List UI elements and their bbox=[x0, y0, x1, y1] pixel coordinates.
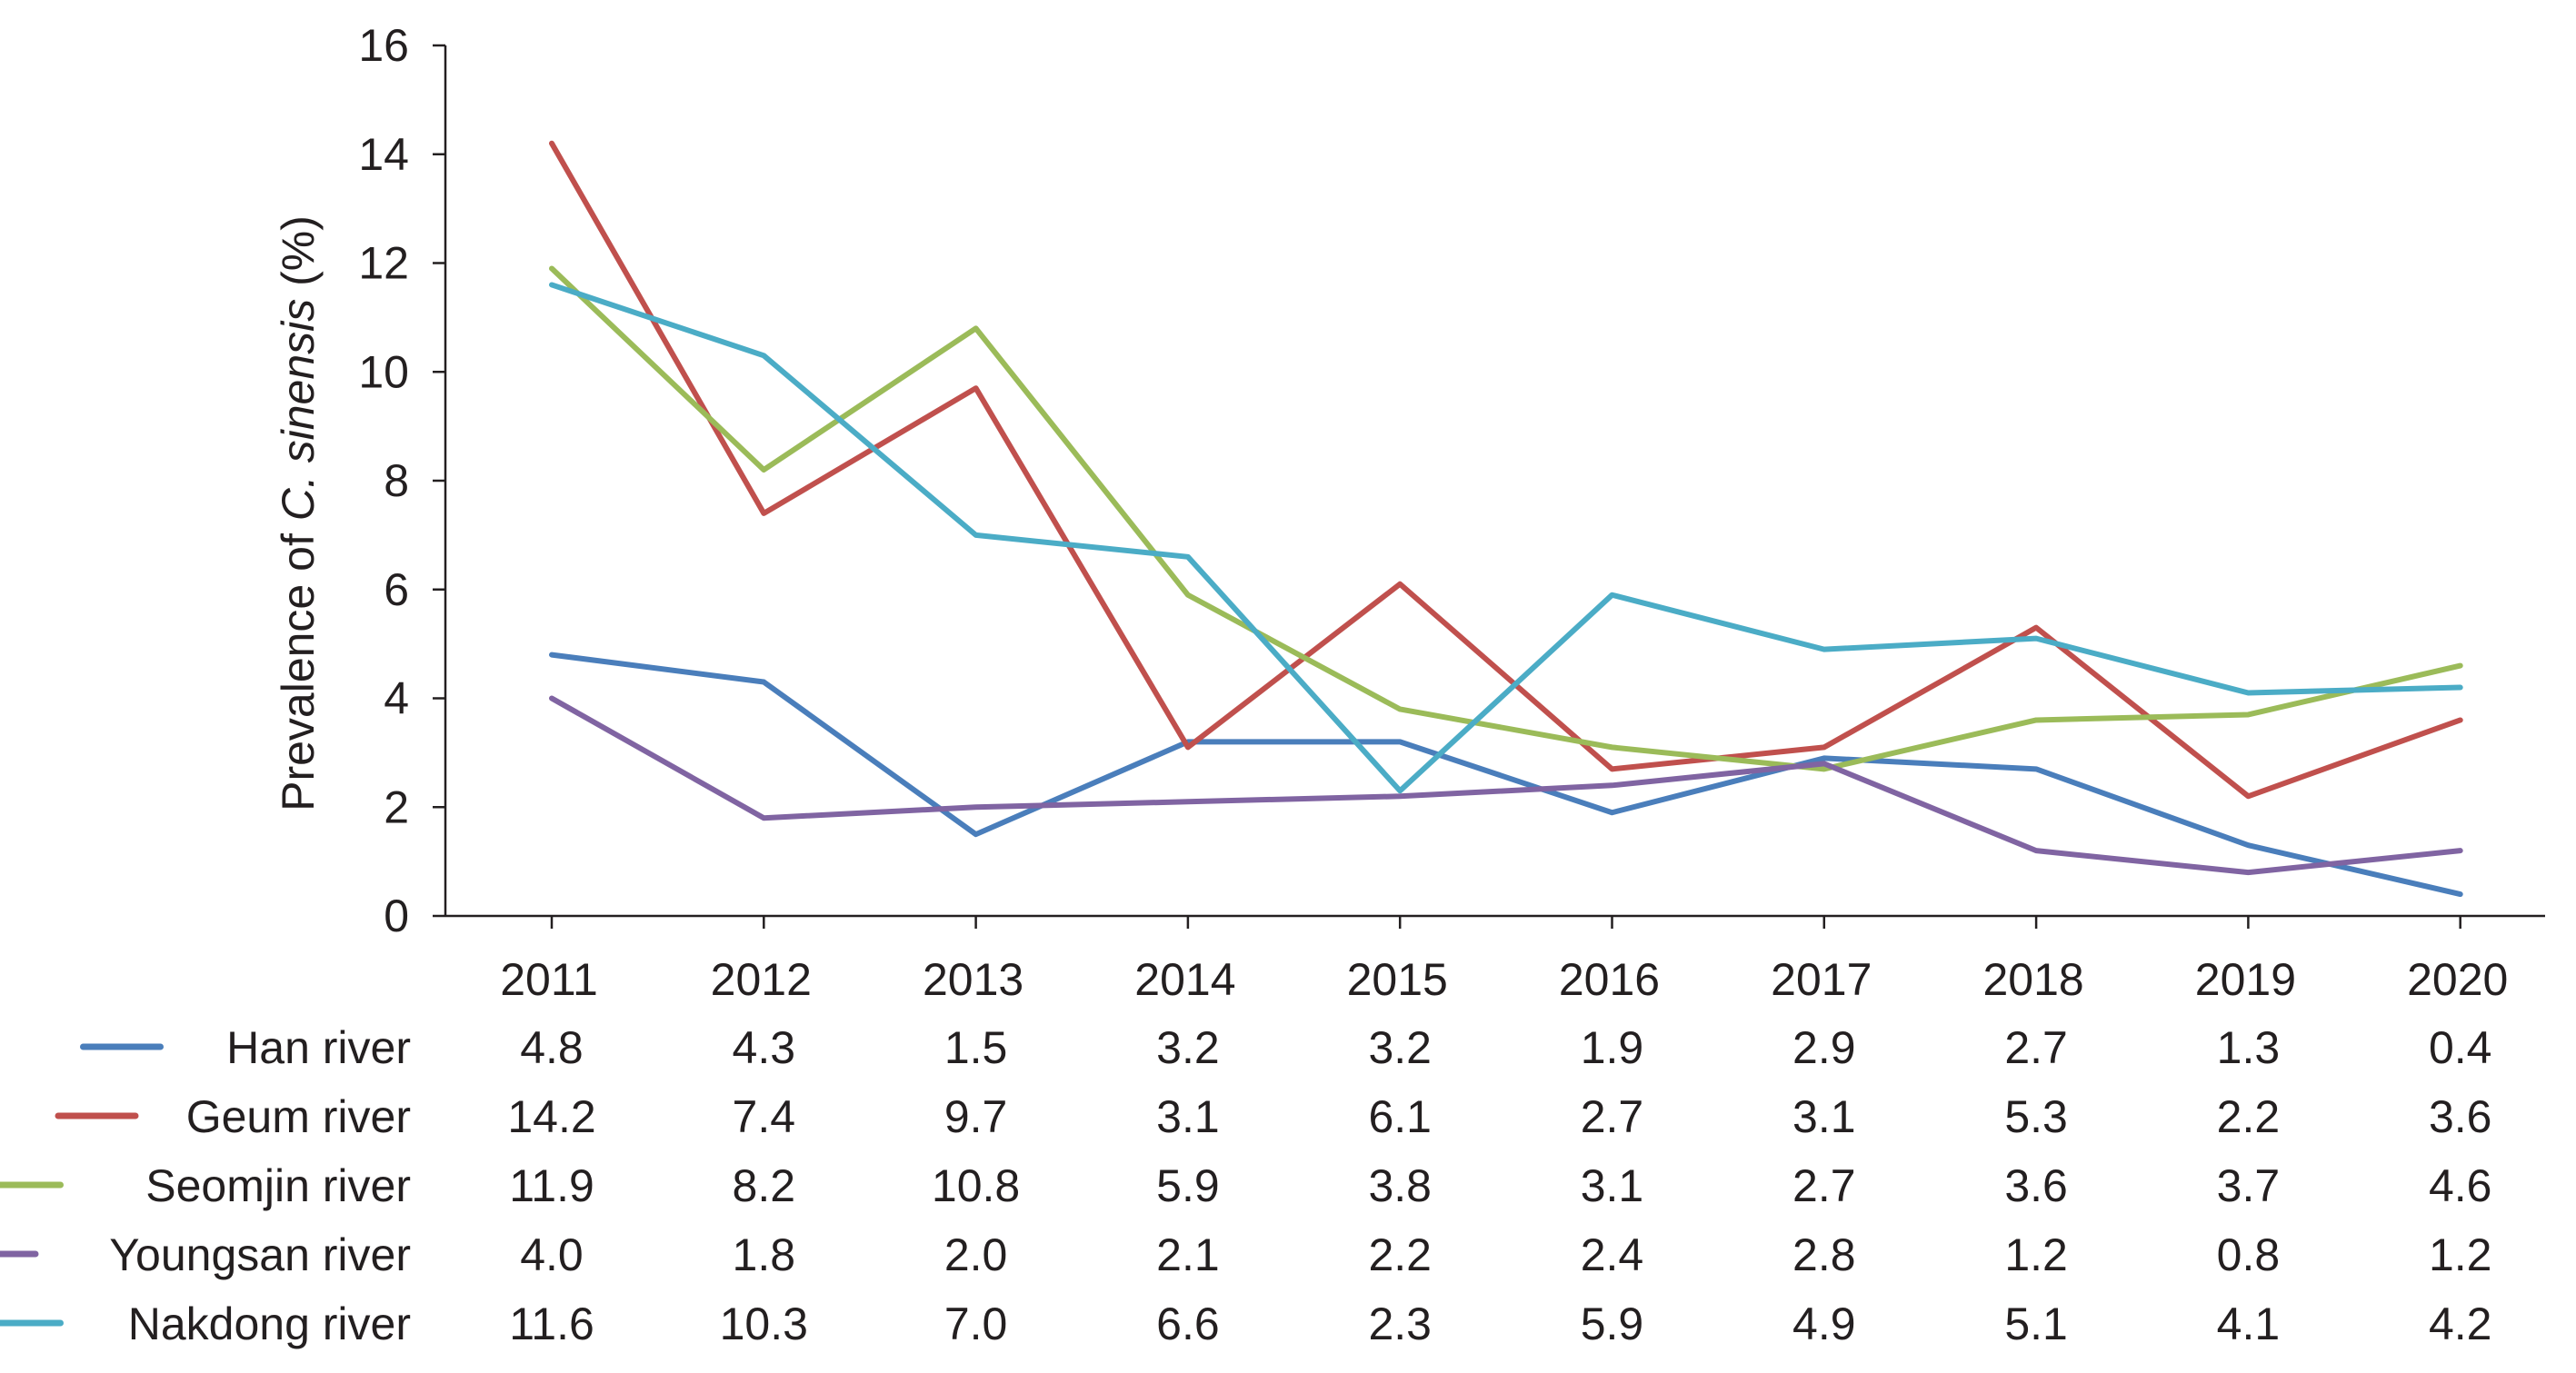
data-label: 4.0 bbox=[520, 1229, 584, 1280]
data-label: 2.2 bbox=[2217, 1091, 2281, 1142]
y-tick-label: 2 bbox=[384, 781, 409, 832]
y-tick-label: 4 bbox=[384, 673, 409, 724]
x-tick-label: 2014 bbox=[1134, 954, 1235, 1005]
x-tick-label: 2018 bbox=[1982, 954, 2083, 1005]
data-label: 4.6 bbox=[2429, 1160, 2492, 1211]
data-label: 7.0 bbox=[944, 1298, 1008, 1349]
y-tick-label: 10 bbox=[358, 346, 409, 397]
data-label: 1.3 bbox=[2217, 1022, 2281, 1073]
legend-label-4: Youngsan river bbox=[109, 1229, 411, 1280]
series-line-1 bbox=[549, 652, 2463, 898]
data-label: 2.7 bbox=[2004, 1022, 2068, 1073]
data-label: 6.6 bbox=[1156, 1298, 1220, 1349]
data-label: 5.3 bbox=[2004, 1091, 2068, 1142]
data-label: 4.1 bbox=[2217, 1298, 2281, 1349]
data-label: 5.1 bbox=[2004, 1298, 2068, 1349]
series-line-5 bbox=[549, 282, 2463, 794]
data-label: 4.3 bbox=[733, 1022, 796, 1073]
y-tick-label: 16 bbox=[358, 20, 409, 71]
data-label: 3.6 bbox=[2429, 1091, 2492, 1142]
data-label: 4.9 bbox=[1792, 1298, 1856, 1349]
data-label: 2.9 bbox=[1792, 1022, 1856, 1073]
data-label: 2.3 bbox=[1368, 1298, 1432, 1349]
data-label: 3.2 bbox=[1368, 1022, 1432, 1073]
x-tick-label: 2011 bbox=[500, 954, 598, 1005]
data-label: 9.7 bbox=[944, 1091, 1008, 1142]
y-axis-label-suffix: (%) bbox=[273, 215, 324, 299]
data-label: 1.2 bbox=[2004, 1229, 2068, 1280]
data-label: 7.4 bbox=[733, 1091, 796, 1142]
x-tick-label: 2015 bbox=[1347, 954, 1448, 1005]
data-label: 2.2 bbox=[1368, 1229, 1432, 1280]
data-label: 2.0 bbox=[944, 1229, 1008, 1280]
data-label: 3.1 bbox=[1581, 1160, 1644, 1211]
y-tick-label: 8 bbox=[384, 455, 409, 506]
series-line-3 bbox=[549, 265, 2463, 772]
data-label: 2.8 bbox=[1792, 1229, 1856, 1280]
x-tick-label: 2019 bbox=[2195, 954, 2296, 1005]
data-label: 11.6 bbox=[509, 1298, 594, 1349]
data-label: 0.4 bbox=[2429, 1022, 2492, 1073]
x-tick-label: 2016 bbox=[1559, 954, 1660, 1005]
y-tick-label: 14 bbox=[358, 129, 409, 180]
data-label: 5.9 bbox=[1156, 1160, 1220, 1211]
y-tick-label: 0 bbox=[384, 890, 409, 941]
data-label: 3.7 bbox=[2217, 1160, 2281, 1211]
data-label: 14.2 bbox=[507, 1091, 595, 1142]
data-label: 1.5 bbox=[944, 1022, 1008, 1073]
data-label: 2.7 bbox=[1581, 1091, 1644, 1142]
data-label: 4.8 bbox=[520, 1022, 584, 1073]
y-axis-label-italic: C. sinensis bbox=[273, 299, 324, 522]
axes: 0 2 4 6 8 10 12 14 16 2011 2012 2013 2014 2015 2016 201… bbox=[358, 20, 2545, 1005]
data-label: 4.2 bbox=[2429, 1298, 2492, 1349]
legend-label-1: Han river bbox=[226, 1022, 411, 1073]
data-label: 5.9 bbox=[1581, 1298, 1644, 1349]
x-tick-label: 2013 bbox=[923, 954, 1023, 1005]
data-label: 10.8 bbox=[932, 1160, 1020, 1211]
data-label: 10.3 bbox=[720, 1298, 808, 1349]
data-label: 8.2 bbox=[733, 1160, 796, 1211]
data-label: 3.8 bbox=[1368, 1160, 1432, 1211]
data-label: 2.1 bbox=[1156, 1229, 1220, 1280]
data-label: 2.7 bbox=[1792, 1160, 1856, 1211]
data-label: 3.6 bbox=[2004, 1160, 2068, 1211]
data-label: 3.1 bbox=[1156, 1091, 1220, 1142]
legend-label-2: Geum river bbox=[186, 1091, 411, 1142]
x-tick-label: 2012 bbox=[711, 954, 812, 1005]
data-label: 6.1 bbox=[1368, 1091, 1432, 1142]
y-axis-label: Prevalence of C. sinensis (%) bbox=[273, 215, 324, 811]
series-lines bbox=[549, 140, 2463, 898]
data-label: 2.4 bbox=[1581, 1229, 1644, 1280]
legend-label-3: Seomjin river bbox=[145, 1160, 411, 1211]
data-label: 3.2 bbox=[1156, 1022, 1220, 1073]
x-tick-label: 2017 bbox=[1771, 954, 1872, 1005]
series-line-2 bbox=[549, 140, 2463, 800]
data-table: Han river 4.8 4.3 1.5 3.2 3.2 1.9 2.9 2.7 1.3 0.4 G… bbox=[0, 1022, 2491, 1349]
y-axis-label-prefix: Prevalence of bbox=[273, 521, 324, 811]
y-tick-label: 12 bbox=[358, 238, 409, 289]
data-label: 1.9 bbox=[1581, 1022, 1644, 1073]
data-label: 1.2 bbox=[2429, 1229, 2492, 1280]
legend-label-5: Nakdong river bbox=[128, 1298, 411, 1349]
data-label: 3.1 bbox=[1792, 1091, 1856, 1142]
data-label: 1.8 bbox=[733, 1229, 796, 1280]
data-label: 11.9 bbox=[509, 1160, 594, 1211]
x-tick-label: 2020 bbox=[2407, 954, 2508, 1005]
data-label: 0.8 bbox=[2217, 1229, 2281, 1280]
y-tick-label: 6 bbox=[384, 564, 409, 615]
series-line-4 bbox=[549, 695, 2463, 876]
